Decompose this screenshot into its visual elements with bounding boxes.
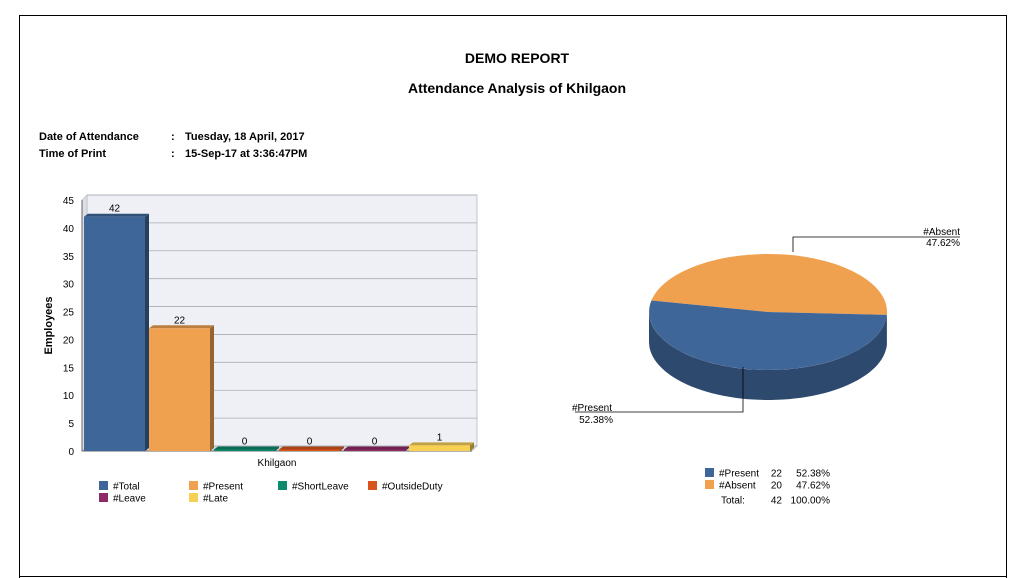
bar-value-label: 1: [437, 432, 443, 443]
pie-legend-total-value: 42: [771, 496, 783, 507]
bar-value-label: 0: [307, 437, 313, 448]
bar-outsideduty: [279, 449, 340, 451]
pie-label-present-percent: 52.38%: [579, 415, 613, 426]
pie-legend-swatch-present: [705, 468, 714, 477]
bar-value-label: 0: [242, 437, 248, 448]
pie-label-present-name: #Present: [572, 403, 612, 414]
meta-time-value: 15-Sep-17 at 3:36:47PM: [185, 148, 308, 160]
leader-line-absent: [792, 236, 960, 252]
bar-total: [84, 216, 145, 451]
legend-swatch-late: [189, 493, 198, 502]
y-tick-label: 10: [63, 391, 75, 402]
pie-legend-value-present: 22: [771, 469, 783, 480]
report-title: DEMO REPORT: [464, 50, 570, 66]
legend-swatch-present: [189, 481, 198, 490]
meta-date-value: Tuesday, 18 April, 2017: [185, 131, 305, 143]
y-tick-label: 25: [63, 308, 75, 319]
meta-time-label: Time of Print: [39, 148, 107, 160]
pie-legend-total-label: Total:: [721, 496, 745, 507]
pie-legend-name-present: #Present: [719, 469, 759, 480]
bar-value-label: 42: [109, 204, 121, 215]
legend-swatch-shortleave: [278, 481, 287, 490]
pie-slice-present: [649, 300, 887, 370]
pie-legend-total-percent: 100.00%: [791, 496, 831, 507]
pie-label-absent-name: #Absent: [923, 227, 960, 238]
pie-legend-percent-absent: 47.62%: [796, 481, 830, 492]
y-axis-title: Employees: [43, 296, 55, 354]
pie-legend-percent-present: 52.38%: [796, 469, 830, 480]
legend-label-leave: #Leave: [113, 494, 146, 505]
y-tick-label: 35: [63, 252, 75, 263]
bar-value-label: 22: [174, 315, 186, 326]
bar-value-label: 0: [372, 437, 378, 448]
bar-side-late: [470, 442, 474, 451]
pie-legend-value-absent: 20: [771, 481, 783, 492]
bar-leave: [344, 449, 405, 451]
bar-top-late: [409, 442, 474, 446]
pie-label-absent-percent: 47.62%: [926, 238, 960, 249]
y-tick-label: 30: [63, 280, 75, 291]
y-tick-label: 20: [63, 335, 75, 346]
x-category-label: Khilgaon: [258, 458, 297, 469]
meta-date-colon: :: [171, 131, 175, 143]
y-tick-label: 15: [63, 363, 75, 374]
bar-chart: 051015202530354045EmployeesKhilgaon42220…: [43, 194, 478, 505]
pie-slice-absent: [651, 253, 888, 315]
legend-label-outsideduty: #OutsideDuty: [382, 482, 443, 493]
y-tick-label: 0: [68, 447, 74, 458]
bar-top-leave: [344, 446, 409, 450]
meta-time-colon: :: [171, 148, 175, 160]
legend-label-total: #Total: [113, 482, 140, 493]
legend-swatch-total: [99, 481, 108, 490]
meta-date-label: Date of Attendance: [39, 131, 139, 143]
bar-side-present: [210, 325, 214, 451]
pie-side-present: [649, 312, 887, 400]
leader-line-present: [575, 367, 744, 413]
pie-legend-name-absent: #Absent: [719, 481, 756, 492]
bar-side-shortleave: [275, 446, 279, 451]
bar-shortleave: [214, 449, 275, 451]
pie-legend-swatch-absent: [705, 480, 714, 489]
bar-late: [409, 445, 470, 451]
bar-top-shortleave: [214, 446, 279, 450]
y-tick-label: 5: [68, 419, 74, 430]
bar-side-outsideduty: [340, 446, 344, 451]
bar-top-present: [149, 325, 214, 329]
bar-present: [149, 328, 210, 451]
report-subtitle: Attendance Analysis of Khilgaon: [407, 80, 627, 96]
bar-side-total: [145, 213, 149, 451]
legend-label-present: #Present: [203, 482, 243, 493]
y-tick-label: 45: [63, 196, 75, 207]
bottom-rule: [19, 576, 1007, 577]
legend-label-shortleave: #ShortLeave: [292, 482, 349, 493]
bar-side-leave: [405, 446, 409, 451]
legend-swatch-outsideduty: [368, 481, 377, 490]
legend-label-late: #Late: [203, 494, 228, 505]
bar-top-outsideduty: [279, 446, 344, 450]
bar-top-total: [84, 213, 149, 217]
y-tick-label: 40: [63, 224, 75, 235]
page-frame: [19, 15, 1007, 578]
legend-swatch-leave: [99, 493, 108, 502]
